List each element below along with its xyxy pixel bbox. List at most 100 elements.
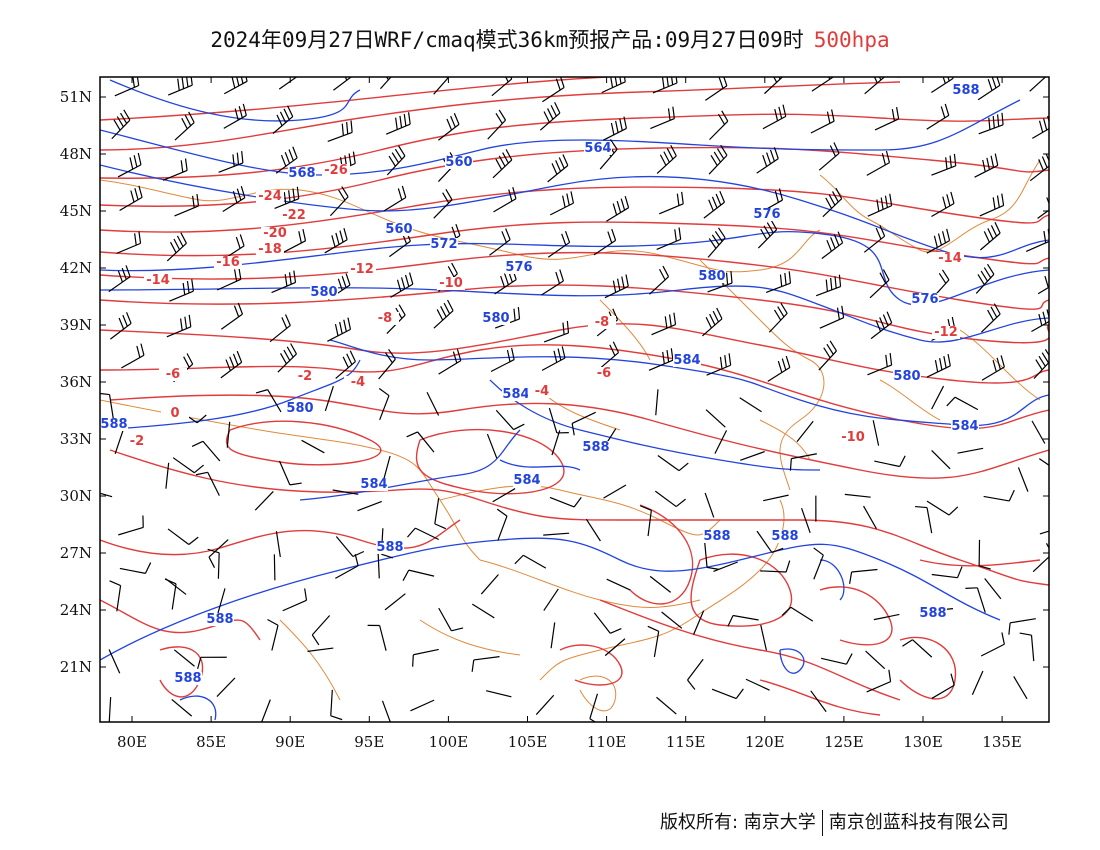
lon-label: 100E <box>429 733 469 751</box>
wind-barb <box>492 149 513 179</box>
wind-barb <box>704 541 719 570</box>
wind-barb <box>119 562 152 574</box>
temperature-label: -22 <box>282 208 306 223</box>
height-contour-line <box>100 231 1049 306</box>
wind-barb <box>656 227 682 250</box>
wind-barb <box>706 353 732 376</box>
wind-barb <box>282 588 308 612</box>
wind-barb <box>863 224 886 253</box>
wind-barb <box>169 279 194 302</box>
height-label: 588 <box>174 671 201 686</box>
wind-barb <box>571 411 596 436</box>
lat-label: 33N <box>60 430 92 448</box>
height-label: 580 <box>698 269 725 284</box>
wind-barb <box>655 389 659 416</box>
wind-barb <box>979 193 1005 217</box>
lon-label: 80E <box>117 733 147 751</box>
wind-barb <box>217 588 226 614</box>
wind-barb <box>547 230 571 258</box>
temperature-label: -26 <box>324 163 348 178</box>
wind-barb <box>981 303 1001 333</box>
wind-barb <box>714 430 728 454</box>
wind-barb <box>1031 420 1046 444</box>
wind-barb <box>220 350 243 379</box>
wind-barb <box>207 548 220 579</box>
boundary-line <box>759 419 811 461</box>
wind-barb <box>979 222 1001 251</box>
wind-barb <box>110 312 132 340</box>
wind-barb <box>704 492 715 518</box>
wind-barb <box>711 688 744 700</box>
height-label: 576 <box>753 207 780 222</box>
wind-barb <box>543 588 559 611</box>
wind-barb <box>438 113 460 141</box>
temperature-label: -14 <box>938 251 962 266</box>
axes: 51N 48N 45N 42N 39N 36N 33N 30N 27N 24N 21N 80E 85E 9… <box>60 77 1049 751</box>
wind-barb <box>307 647 334 652</box>
height-label: 588 <box>100 417 127 432</box>
height-label: 584 <box>513 473 540 488</box>
lon-label: 95E <box>354 733 384 751</box>
height-contour-line <box>299 429 521 501</box>
wind-barb <box>329 186 349 217</box>
height-label: 588 <box>952 83 979 98</box>
wind-barb <box>981 355 1005 381</box>
lat-label: 36N <box>60 373 92 391</box>
wind-barb <box>867 193 893 217</box>
temperature-label: -6 <box>597 366 611 381</box>
wind-barb <box>218 150 244 173</box>
wind-barb <box>1008 618 1036 635</box>
height-label: 576 <box>911 292 938 307</box>
wind-barb <box>324 228 348 254</box>
wind-barb <box>656 696 677 715</box>
wind-barb <box>800 508 811 533</box>
wind-barb <box>551 430 561 456</box>
wind-barb <box>654 490 686 508</box>
height-label: 572 <box>430 237 457 252</box>
height-label: 588 <box>376 540 403 555</box>
temperature-contour-line <box>599 599 901 701</box>
wind-barb <box>606 578 631 591</box>
height-label: 560 <box>445 155 472 170</box>
wind-barb <box>433 299 454 329</box>
wind-barb <box>208 539 229 568</box>
wind-barb <box>332 489 359 495</box>
wind-barb <box>496 508 508 541</box>
wind-barb <box>604 638 626 657</box>
lat-label: 39N <box>60 316 92 334</box>
temperature-contour-line <box>109 394 1049 479</box>
wind-barb <box>541 346 566 371</box>
wind-barb <box>926 353 951 378</box>
wind-barb <box>818 340 837 371</box>
boundary-line <box>419 619 521 656</box>
wind-barb <box>874 107 900 131</box>
temperature-contour-line <box>690 553 793 627</box>
wind-barb <box>648 348 674 371</box>
wind-barb <box>965 587 986 613</box>
wind-barb <box>109 580 122 612</box>
lon-label: 130E <box>903 733 943 751</box>
wind-barb <box>166 232 187 262</box>
wind-barb <box>549 191 575 216</box>
wind-barb <box>767 355 791 382</box>
boundary-line <box>879 379 941 421</box>
wind-barb <box>931 191 955 218</box>
wind-barb <box>311 615 331 646</box>
lat-label: 51N <box>60 88 92 106</box>
wind-barb <box>821 653 853 665</box>
temperature-contour-line <box>100 323 1049 384</box>
wind-barb <box>166 314 192 338</box>
wind-barb <box>975 263 995 294</box>
height-label: 588 <box>703 529 730 544</box>
wind-barb <box>410 699 435 712</box>
lat-label: 45N <box>60 202 92 220</box>
wind-barb <box>434 498 447 530</box>
boundary-line <box>279 619 341 701</box>
wind-barb <box>254 491 274 511</box>
wind-barb <box>818 142 840 171</box>
wind-barb <box>863 505 877 529</box>
wind-barb <box>539 102 561 131</box>
contour-labels: 588 572 564 560 584 568 560 576 580 580 584 576 580 5… <box>100 83 980 686</box>
wind-barb <box>174 194 200 217</box>
